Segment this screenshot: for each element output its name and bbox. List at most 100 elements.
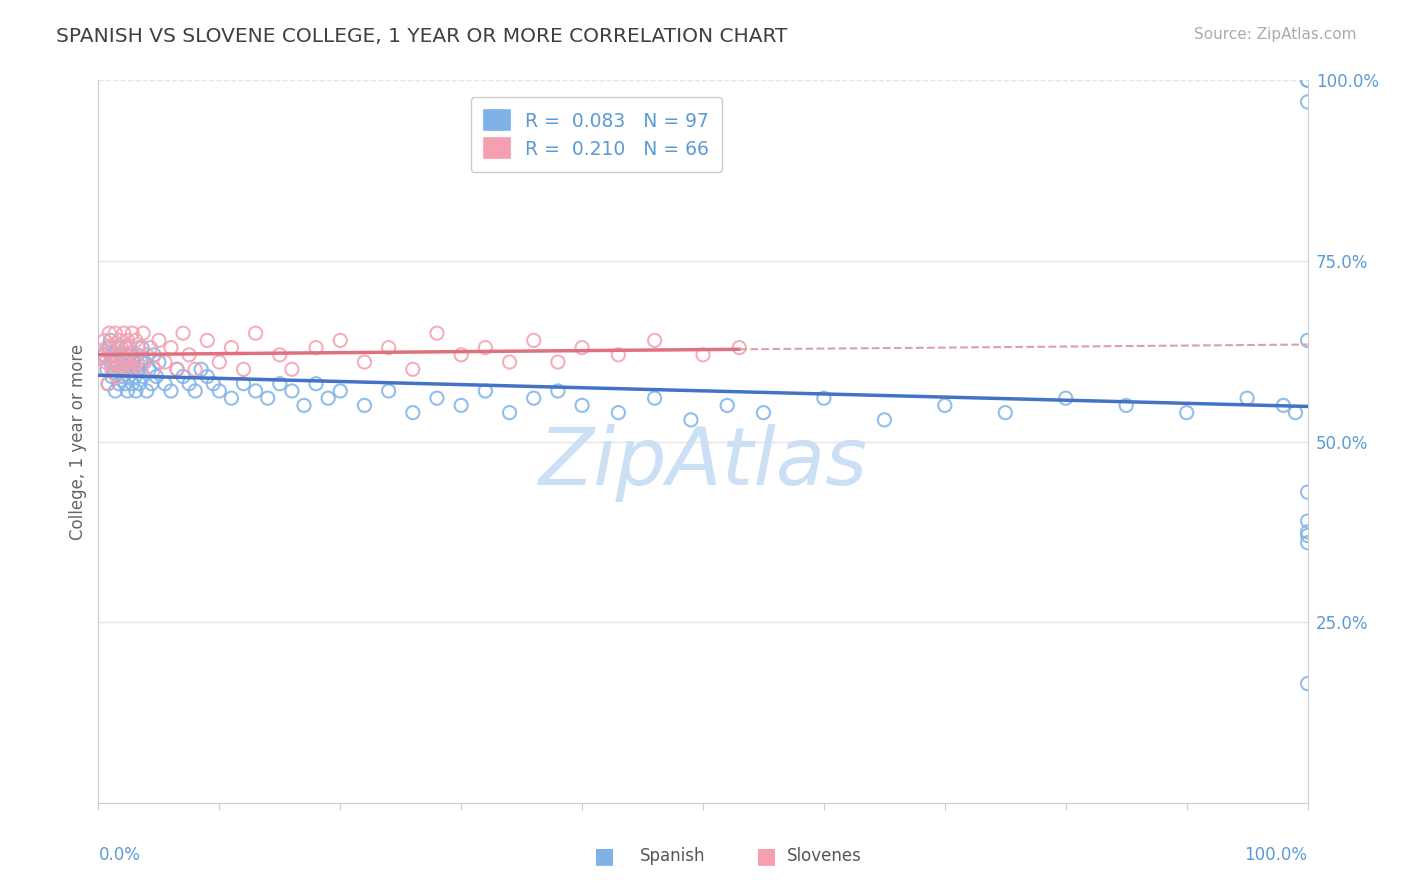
Point	[148, 334, 170, 348]
Point	[728, 341, 751, 355]
Point	[93, 348, 115, 362]
Text: 0.0%: 0.0%	[98, 847, 141, 864]
Point	[120, 362, 142, 376]
Point	[111, 369, 134, 384]
Point	[117, 334, 139, 348]
Point	[115, 341, 138, 355]
Point	[994, 406, 1017, 420]
Point	[692, 348, 714, 362]
Point	[281, 384, 304, 398]
Point	[269, 376, 291, 391]
Point	[172, 369, 194, 384]
Point	[813, 391, 835, 405]
Point	[153, 376, 176, 391]
Point	[108, 362, 131, 376]
Point	[143, 362, 166, 376]
Point	[122, 355, 145, 369]
Point	[100, 348, 122, 362]
Point	[1054, 391, 1077, 405]
Text: ■: ■	[756, 847, 776, 866]
Point	[110, 341, 132, 355]
Point	[474, 384, 496, 398]
Point	[1115, 398, 1137, 412]
Point	[1284, 406, 1306, 420]
Point	[1296, 73, 1319, 87]
Point	[498, 406, 520, 420]
Point	[91, 348, 114, 362]
Point	[100, 355, 122, 369]
Point	[1175, 406, 1198, 420]
Point	[1296, 528, 1319, 542]
Point	[118, 355, 141, 369]
Point	[141, 376, 163, 391]
Point	[127, 341, 149, 355]
Point	[195, 334, 218, 348]
Point	[305, 376, 328, 391]
Point	[112, 362, 135, 376]
Point	[160, 341, 183, 355]
Point	[450, 398, 472, 412]
Point	[607, 406, 630, 420]
Point	[94, 355, 117, 369]
Point	[1296, 676, 1319, 690]
Point	[607, 348, 630, 362]
Point	[1296, 514, 1319, 528]
Point	[118, 348, 141, 362]
Point	[114, 348, 136, 362]
Point	[1296, 73, 1319, 87]
Point	[1296, 485, 1319, 500]
Point	[221, 341, 243, 355]
Point	[127, 362, 149, 376]
Point	[105, 355, 128, 369]
Point	[91, 362, 114, 376]
Point	[108, 362, 131, 376]
Point	[139, 341, 162, 355]
Point	[184, 362, 207, 376]
Point	[1236, 391, 1258, 405]
Point	[125, 334, 148, 348]
Text: Slovenes: Slovenes	[787, 847, 862, 865]
Point	[1296, 524, 1319, 539]
Point	[100, 334, 122, 348]
Point	[104, 384, 127, 398]
Point	[232, 362, 254, 376]
Point	[115, 362, 138, 376]
Point	[145, 369, 167, 384]
Point	[114, 376, 136, 391]
Point	[124, 362, 146, 376]
Point	[1296, 334, 1319, 348]
Point	[377, 384, 399, 398]
Point	[132, 369, 155, 384]
Point	[474, 341, 496, 355]
Legend: R =  0.083   N = 97, R =  0.210   N = 66: R = 0.083 N = 97, R = 0.210 N = 66	[471, 97, 721, 171]
Point	[103, 355, 125, 369]
Point	[118, 355, 141, 369]
Point	[93, 334, 115, 348]
Point	[96, 341, 118, 355]
Text: Spanish: Spanish	[640, 847, 706, 865]
Point	[179, 348, 201, 362]
Point	[104, 326, 127, 340]
Point	[1272, 398, 1295, 412]
Point	[96, 362, 118, 376]
Point	[316, 391, 339, 405]
Text: Source: ZipAtlas.com: Source: ZipAtlas.com	[1194, 27, 1357, 42]
Point	[450, 348, 472, 362]
Point	[402, 362, 425, 376]
Point	[153, 355, 176, 369]
Point	[523, 334, 546, 348]
Point	[644, 391, 666, 405]
Point	[143, 348, 166, 362]
Point	[184, 384, 207, 398]
Point	[221, 391, 243, 405]
Point	[281, 362, 304, 376]
Point	[305, 341, 328, 355]
Point	[132, 326, 155, 340]
Point	[97, 376, 120, 391]
Point	[127, 348, 149, 362]
Point	[122, 348, 145, 362]
Point	[129, 355, 152, 369]
Text: SPANISH VS SLOVENE COLLEGE, 1 YEAR OR MORE CORRELATION CHART: SPANISH VS SLOVENE COLLEGE, 1 YEAR OR MO…	[56, 27, 787, 45]
Point	[547, 355, 569, 369]
Point	[127, 355, 149, 369]
